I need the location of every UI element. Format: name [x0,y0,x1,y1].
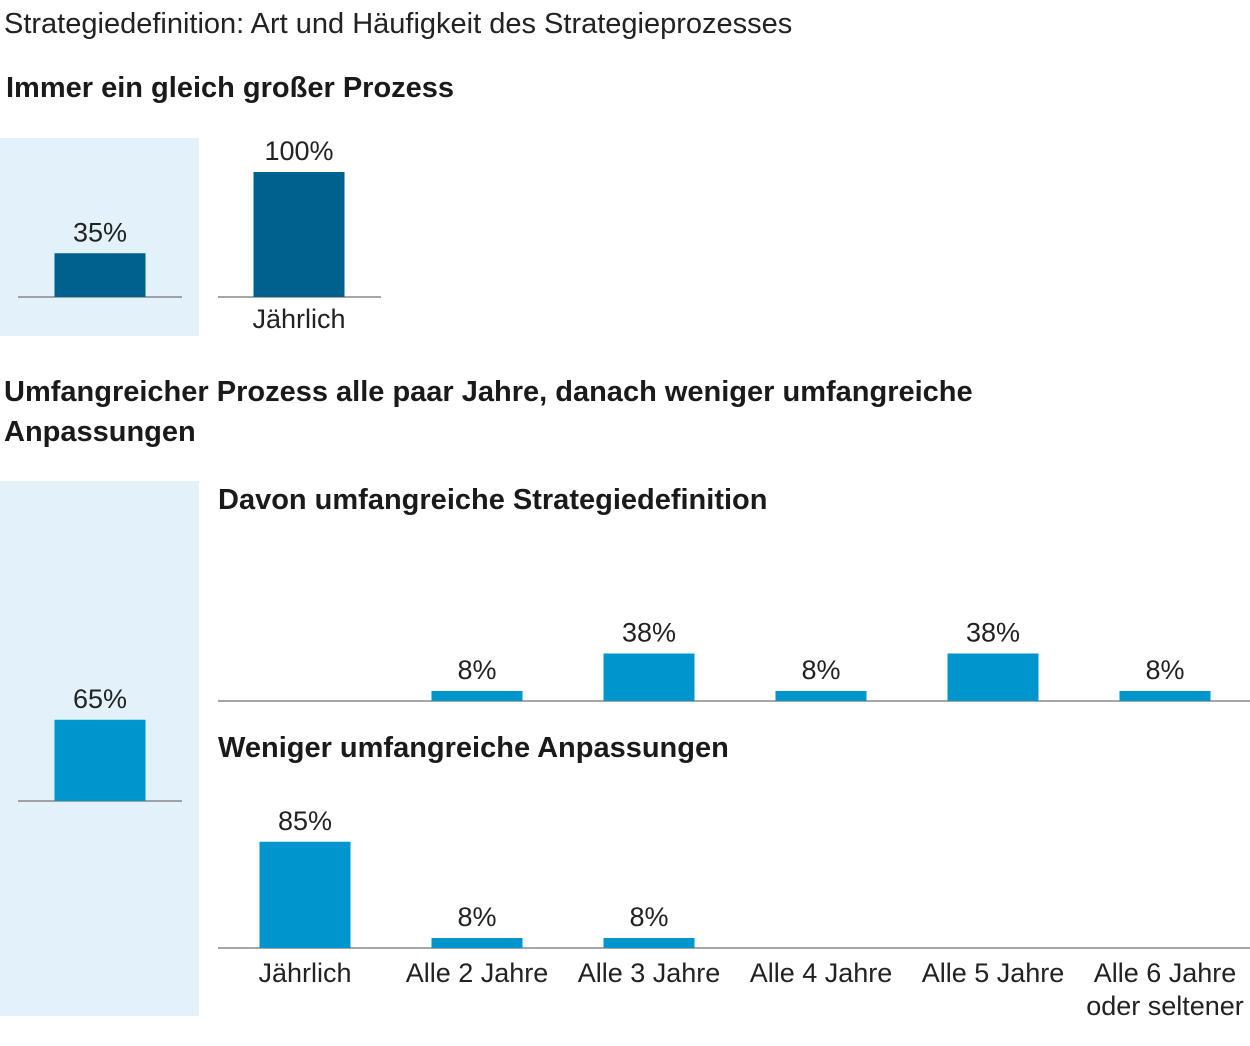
same-size-frequency-value-label: 100% [264,136,333,166]
x-tick-label: Jährlich [252,304,345,334]
section1-heading: Immer ein gleich großer Prozess [6,72,455,104]
x-tick-label: Alle 2 Jahre [406,958,549,988]
extensive-definition-value-label: 38% [966,618,1020,648]
extensive-definition-bar [1119,691,1211,701]
sub1-heading: Davon umfangreiche Strategiedefinition [218,484,768,516]
x-tick-label: Jährlich [258,958,351,988]
extensive-definition-bar [431,691,523,701]
extensive-definition-bar [603,653,695,701]
extensive-definition-value-label: 8% [457,655,496,685]
extensive-definition-bar [947,653,1039,701]
minor-adjustments-value-label: 85% [278,806,332,836]
same-size-frequency-bar [253,172,345,297]
minor-adjustments-bar [259,841,351,948]
extensive-definition-value-label: 8% [801,655,840,685]
share-same-size-value-label: 35% [73,217,127,247]
share-extensive-bar [54,719,146,801]
extensive-definition-bar [775,691,867,701]
chart-title: Strategiedefinition: Art und Häufigkeit … [4,8,793,40]
x-tick-label: Alle 5 Jahre [922,958,1065,988]
extensive-definition-value-label: 8% [1145,655,1184,685]
share-same-size-bar [54,253,146,297]
minor-adjustments-value-label: 8% [457,902,496,932]
section2-heading-line1: Umfangreicher Prozess alle paar Jahre, d… [4,376,973,408]
x-tick-label: Alle 3 Jahre [578,958,721,988]
extensive-definition-value-label: 38% [622,618,676,648]
x-tick-label: oder seltener [1086,991,1244,1021]
sub2-heading: Weniger umfangreiche Anpassungen [218,732,729,764]
minor-adjustments-bar [603,938,695,948]
x-tick-label: Alle 4 Jahre [750,958,893,988]
share-extensive-value-label: 65% [73,684,127,714]
share-panel-same-size [0,138,199,336]
minor-adjustments-bar [431,938,523,948]
section2-heading-line2: Anpassungen [4,416,196,448]
minor-adjustments-value-label: 8% [629,902,668,932]
x-tick-label: Alle 6 Jahre [1094,958,1237,988]
